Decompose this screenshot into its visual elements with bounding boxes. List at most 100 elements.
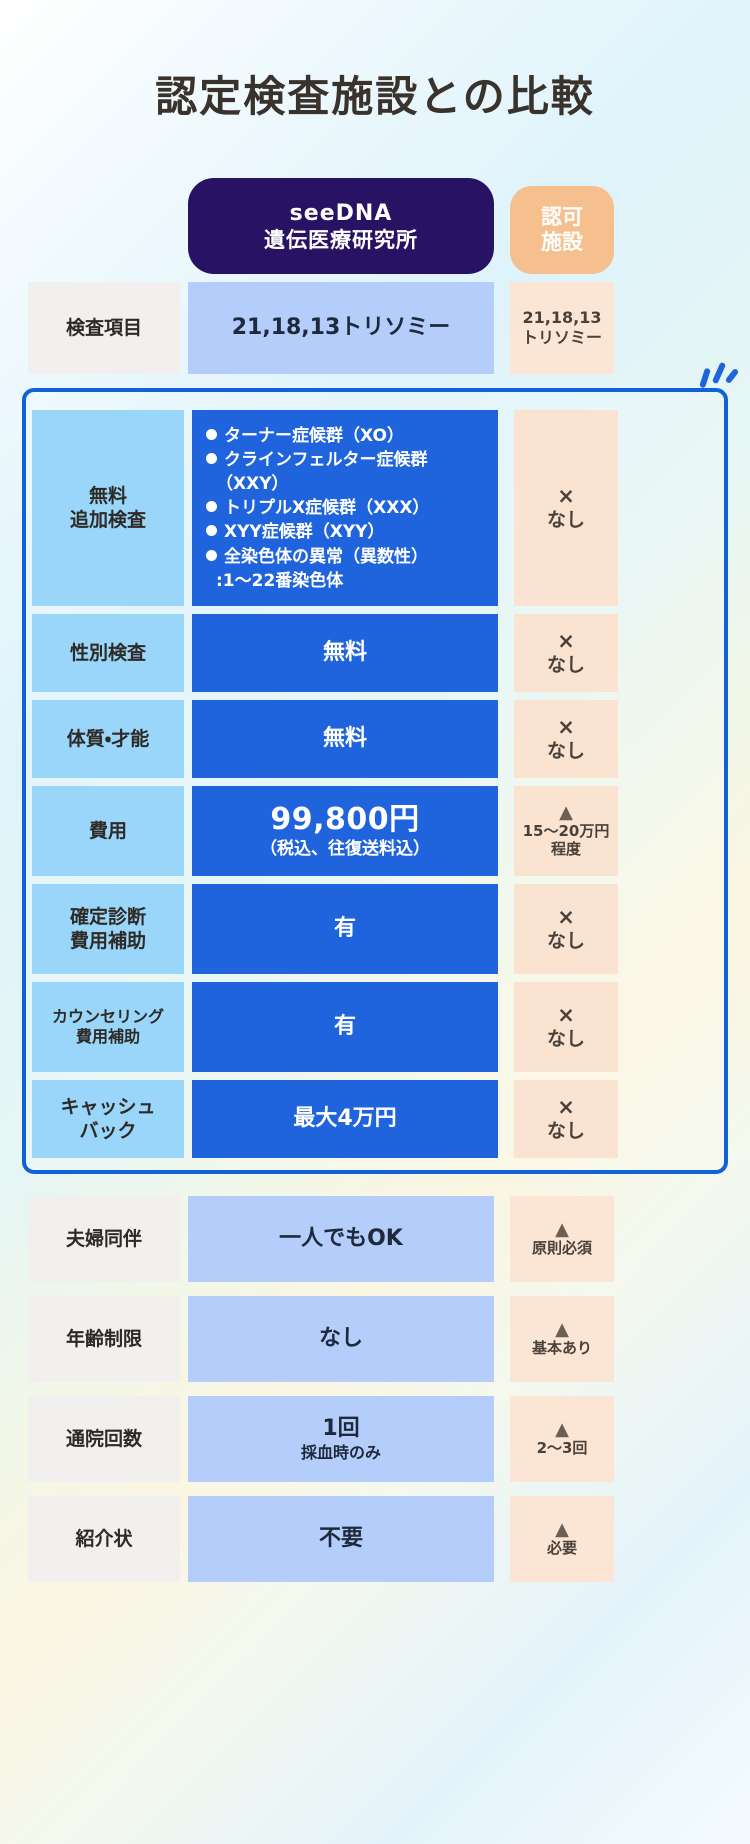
facility-value-line1: 21,18,13	[522, 307, 602, 327]
row-label-line1: 無料	[88, 485, 127, 508]
list-item: XYY症候群（XYY）	[206, 520, 429, 544]
cross-icon: ×	[557, 484, 575, 509]
certified-facility-line1: 認可	[541, 205, 583, 230]
cross-icon: ×	[557, 715, 575, 740]
table-row-traits-talent: 体質・才能 無料 × なし	[26, 700, 724, 779]
row-value-facility: × なし	[514, 884, 618, 975]
list-item-continuation: :1〜22番染色体	[206, 569, 429, 593]
list-item-label: 全染色体の異常（異数性）	[224, 546, 428, 567]
facility-value-text: 必要	[546, 1539, 577, 1558]
table-row-cashback: キャッシュ バック 最大4万円 × なし	[26, 1080, 724, 1159]
list-item-label: クラインフェルター症候群	[224, 450, 428, 471]
row-value-seedna: 最大4万円	[192, 1080, 498, 1159]
triangle-icon: ▲	[555, 1519, 569, 1541]
cross-icon: ×	[557, 1095, 575, 1120]
facility-value-text2: 程度	[550, 840, 581, 859]
row-value-seedna: 21,18,13トリソミー	[188, 282, 494, 375]
column-header-seedna: seeDNA 遺伝医療研究所	[188, 178, 494, 275]
row-label: 体質・才能	[32, 700, 184, 779]
row-value-facility: ▲ 必要	[510, 1496, 614, 1583]
highlight-box: 無料 追加検査 ターナー症候群（XO） クラインフェルター症候群 （XXY） ト…	[22, 363, 739, 1175]
free-test-list: ターナー症候群（XO） クラインフェルター症候群 （XXY） トリプルX症候群（…	[206, 424, 429, 593]
bullet-dot-icon	[206, 549, 217, 561]
cross-icon: ×	[557, 629, 575, 654]
list-item-label: （XXY）	[216, 474, 289, 495]
facility-value-text: なし	[546, 653, 585, 676]
row-label: 性別検査	[32, 614, 184, 693]
row-value-seedna: 不要	[188, 1496, 494, 1583]
facility-value-text: なし	[546, 1119, 585, 1142]
column-header-certified-facility: 認可 施設	[510, 186, 614, 275]
row-value-facility: × なし	[514, 982, 618, 1073]
row-value-seedna: 有	[192, 884, 498, 975]
table-row-test-items: 検査項目 21,18,13トリソミー 21,18,13 トリソミー	[0, 282, 750, 375]
row-label-line1: キャッシュ	[60, 1096, 156, 1119]
bullet-dot-icon	[206, 428, 217, 440]
list-item-label: :1〜22番染色体	[216, 570, 344, 591]
row-value-facility: ▲ 原則必須	[510, 1196, 614, 1283]
list-item-continuation: （XXY）	[206, 472, 429, 496]
list-item-label: トリプルX症候群（XXX）	[224, 498, 430, 519]
row-label: 費用	[32, 786, 184, 877]
row-label-line1: カウンセリング	[51, 1006, 164, 1026]
row-label: キャッシュ バック	[32, 1080, 184, 1159]
price-note: （税込、往復送料込）	[260, 838, 430, 859]
row-value-facility: × なし	[514, 700, 618, 779]
facility-value-text: なし	[546, 929, 585, 952]
row-label-line2: 追加検査	[69, 509, 146, 532]
row-value-facility: ▲ 2〜3回	[510, 1396, 614, 1483]
row-label: 紹介状	[28, 1496, 180, 1583]
triangle-icon: ▲	[559, 801, 573, 823]
row-label: 夫婦同伴	[28, 1196, 180, 1283]
row-value-facility: ▲ 基本あり	[510, 1296, 614, 1383]
row-label: カウンセリング 費用補助	[32, 982, 184, 1073]
facility-value-text: 2〜3回	[536, 1439, 588, 1458]
triangle-icon: ▲	[555, 1319, 569, 1341]
page-title: 認定検査施設との比較	[155, 72, 595, 121]
row-label: 検査項目	[28, 282, 180, 375]
row-value-seedna: 有	[192, 982, 498, 1073]
row-label: 無料 追加検査	[32, 410, 184, 607]
column-header-row: seeDNA 遺伝医療研究所 認可 施設	[0, 178, 750, 275]
price-value: 99,800円	[270, 802, 420, 838]
row-label-line1: 確定診断	[69, 906, 146, 929]
facility-value-text: 基本あり	[531, 1339, 592, 1358]
table-row-diagnosis-subsidy: 確定診断 費用補助 有 × なし	[26, 884, 724, 975]
table-row-age-limit: 年齢制限 なし ▲ 基本あり	[0, 1296, 750, 1383]
row-value-seedna: 1回 採血時のみ	[188, 1396, 494, 1483]
row-value-facility: × なし	[514, 614, 618, 693]
table-row-cost: 費用 99,800円 （税込、往復送料込） ▲ 15〜20万円 程度	[26, 786, 724, 877]
cross-icon: ×	[557, 1003, 575, 1028]
facility-value-text: なし	[546, 1027, 585, 1050]
list-item: トリプルX症候群（XXX）	[206, 496, 429, 520]
list-item: ターナー症候群（XO）	[206, 424, 429, 448]
facility-value-text: なし	[546, 739, 585, 762]
row-label-line2: 費用補助	[75, 1027, 140, 1047]
table-row-counseling-subsidy: カウンセリング 費用補助 有 × なし	[26, 982, 724, 1073]
facility-value-text: 15〜20万円	[522, 821, 610, 840]
bullet-dot-icon	[206, 453, 217, 465]
cross-icon: ×	[557, 905, 575, 930]
seedna-brand-line2: 遺伝医療研究所	[264, 228, 418, 253]
row-label-line2: バック	[79, 1120, 137, 1143]
row-value-seedna: 99,800円 （税込、往復送料込）	[192, 786, 498, 877]
row-label: 通院回数	[28, 1396, 180, 1483]
visits-note: 採血時のみ	[300, 1443, 381, 1463]
facility-value-line2: トリソミー	[521, 328, 602, 348]
bullet-dot-icon	[206, 525, 217, 537]
list-item: クラインフェルター症候群	[206, 448, 429, 472]
table-row-hospital-visits: 通院回数 1回 採血時のみ ▲ 2〜3回	[0, 1396, 750, 1483]
visits-value: 1回	[322, 1415, 360, 1441]
row-label-line2: 費用補助	[69, 930, 146, 953]
row-value-seedna: ターナー症候群（XO） クラインフェルター症候群 （XXY） トリプルX症候群（…	[192, 410, 498, 607]
row-value-facility: × なし	[514, 410, 618, 607]
table-row-gender-test: 性別検査 無料 × なし	[26, 614, 724, 693]
row-value-facility: 21,18,13 トリソミー	[510, 282, 614, 375]
triangle-icon: ▲	[555, 1219, 569, 1241]
row-value-facility: × なし	[514, 1080, 618, 1159]
triangle-icon: ▲	[555, 1419, 569, 1441]
seedna-brand-line1: seeDNA	[289, 200, 393, 226]
row-value-seedna: 無料	[192, 614, 498, 693]
row-label: 年齢制限	[28, 1296, 180, 1383]
